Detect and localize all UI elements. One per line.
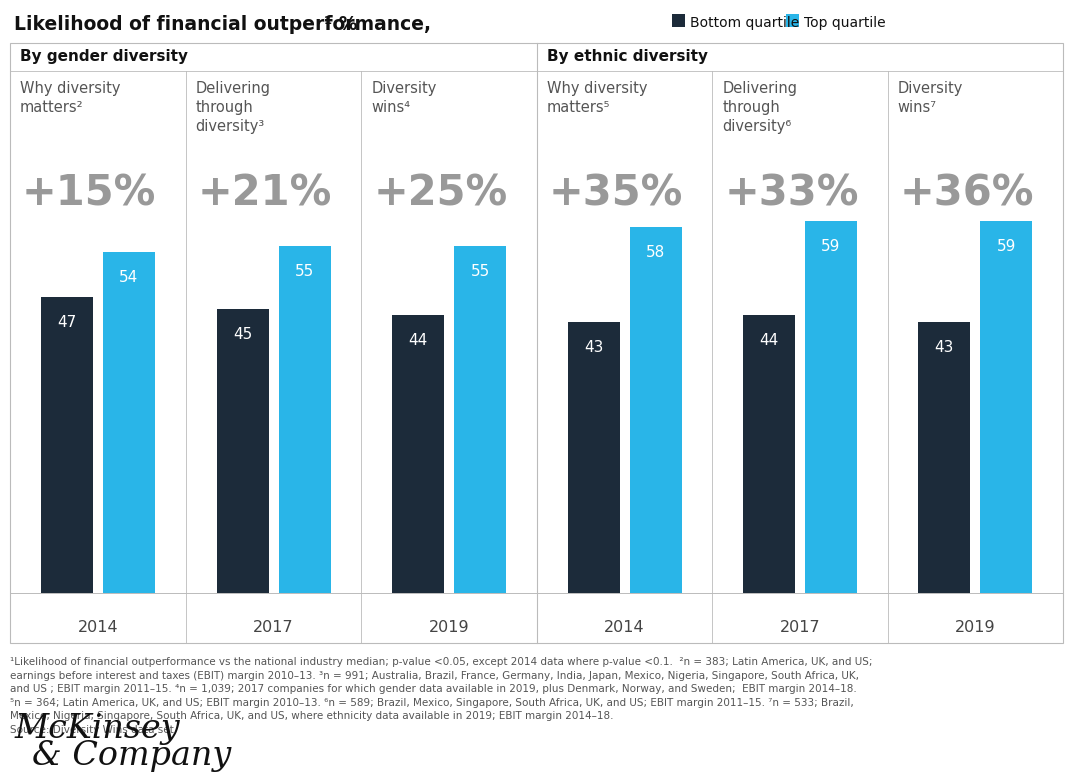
Text: 2019: 2019 xyxy=(955,620,996,635)
Bar xyxy=(787,14,799,27)
Text: Diversity
wins⁷: Diversity wins⁷ xyxy=(898,81,964,115)
Text: Top quartile: Top quartile xyxy=(804,16,885,30)
Text: 44: 44 xyxy=(760,333,779,349)
Bar xyxy=(10,43,1063,643)
Text: Why diversity
matters²: Why diversity matters² xyxy=(20,81,120,115)
Text: ¹Likelihood of financial outperformance vs the national industry median; p-value: ¹Likelihood of financial outperformance … xyxy=(10,657,872,735)
Text: 47: 47 xyxy=(57,315,76,329)
Text: Likelihood of financial outperformance,: Likelihood of financial outperformance, xyxy=(14,15,431,34)
Text: & Company: & Company xyxy=(32,740,232,772)
Text: +33%: +33% xyxy=(724,173,858,215)
Text: McKinsey: McKinsey xyxy=(14,713,179,745)
Text: Delivering
through
diversity³: Delivering through diversity³ xyxy=(195,81,270,135)
Text: 58: 58 xyxy=(646,245,665,261)
Text: +15%: +15% xyxy=(23,173,157,215)
Text: 2014: 2014 xyxy=(604,620,645,635)
Text: Bottom quartile: Bottom quartile xyxy=(690,16,799,30)
Text: 59: 59 xyxy=(821,239,840,254)
Text: +35%: +35% xyxy=(549,173,684,215)
Bar xyxy=(41,297,93,593)
Bar xyxy=(743,315,795,593)
Text: 55: 55 xyxy=(471,264,489,279)
Bar xyxy=(568,322,620,593)
Bar xyxy=(103,253,155,593)
Text: Why diversity
matters⁵: Why diversity matters⁵ xyxy=(547,81,647,115)
Text: 43: 43 xyxy=(935,340,954,355)
Bar xyxy=(918,322,970,593)
Text: 44: 44 xyxy=(409,333,428,349)
Text: Diversity
wins⁴: Diversity wins⁴ xyxy=(371,81,437,115)
Bar xyxy=(454,246,506,593)
Text: 2019: 2019 xyxy=(429,620,470,635)
Bar xyxy=(217,309,268,593)
Text: By ethnic diversity: By ethnic diversity xyxy=(547,49,708,64)
Text: 2014: 2014 xyxy=(77,620,118,635)
Text: 43: 43 xyxy=(584,340,603,355)
Bar xyxy=(805,221,857,593)
Text: +25%: +25% xyxy=(373,173,508,215)
Text: 2017: 2017 xyxy=(253,620,294,635)
Text: 54: 54 xyxy=(119,271,138,285)
Text: Delivering
through
diversity⁶: Delivering through diversity⁶ xyxy=(722,81,797,135)
Bar xyxy=(981,221,1032,593)
Text: +36%: +36% xyxy=(899,173,1034,215)
Bar xyxy=(392,315,444,593)
Bar xyxy=(279,246,330,593)
Text: ¹ %: ¹ % xyxy=(324,15,357,34)
Text: 55: 55 xyxy=(295,264,314,279)
Text: 45: 45 xyxy=(233,327,252,342)
Bar xyxy=(630,227,681,593)
Text: +21%: +21% xyxy=(197,173,332,215)
Text: 59: 59 xyxy=(997,239,1016,254)
Text: 2017: 2017 xyxy=(780,620,821,635)
Text: By gender diversity: By gender diversity xyxy=(20,49,188,64)
Bar xyxy=(672,14,685,27)
